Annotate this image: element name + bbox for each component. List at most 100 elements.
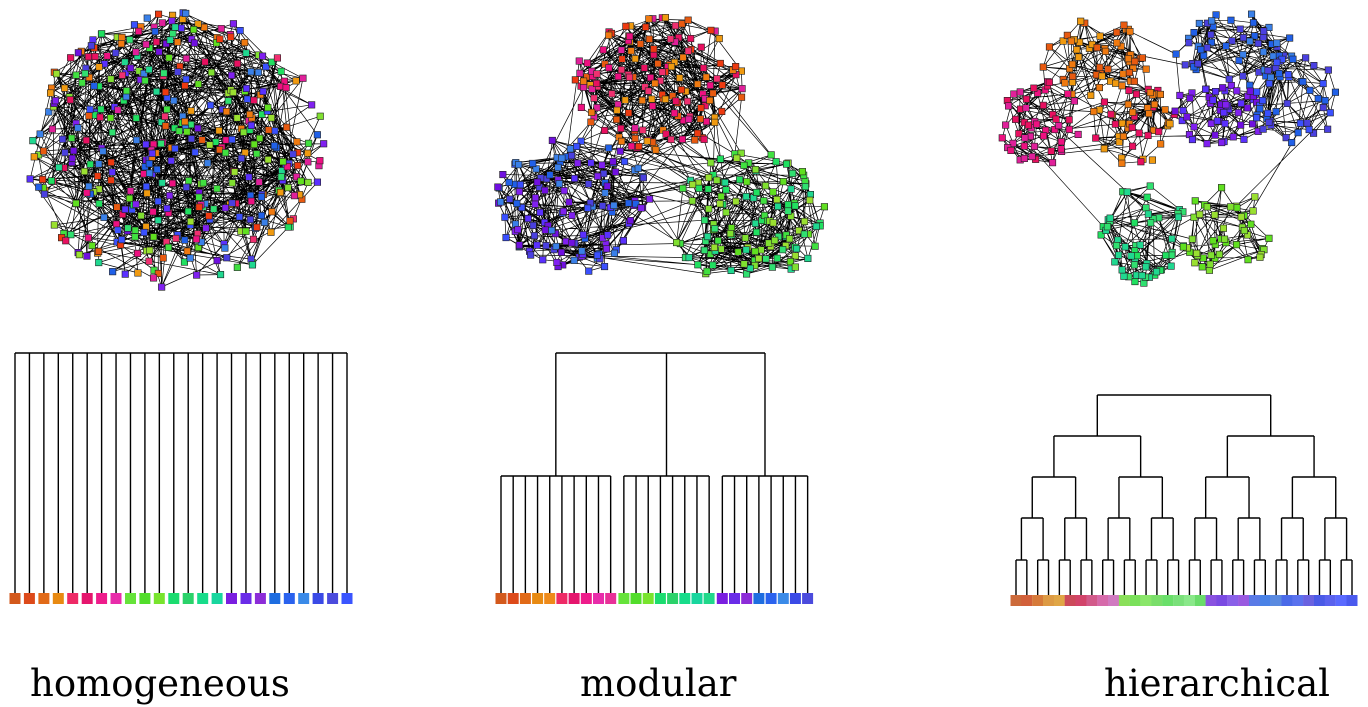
network-node (153, 88, 161, 96)
network-node (618, 55, 626, 63)
network-node (631, 134, 639, 142)
network-node (568, 239, 576, 247)
network-node (1273, 58, 1281, 66)
network-node (80, 167, 88, 175)
network-node (163, 204, 171, 212)
network-node (1120, 272, 1128, 280)
network-node (737, 149, 745, 157)
network-node (600, 170, 608, 178)
dendrogram-leaf (691, 593, 703, 604)
network-node (257, 193, 266, 201)
network-node (593, 70, 601, 78)
network-node (608, 90, 616, 98)
network-node (108, 128, 116, 136)
network-node (90, 82, 98, 90)
network-node (1240, 227, 1248, 235)
network-node (148, 149, 156, 157)
dendrogram-leaf (1118, 595, 1130, 606)
network-node (695, 184, 703, 192)
network-node (1020, 142, 1028, 150)
network-node (1195, 19, 1203, 28)
network-node (804, 254, 812, 262)
network-node (68, 134, 76, 142)
network-node (247, 197, 255, 205)
network-node (601, 126, 609, 134)
network-node (579, 83, 588, 91)
network-node (1259, 97, 1267, 105)
network-node (1194, 60, 1202, 68)
network-node (1176, 91, 1184, 99)
network-node (598, 161, 606, 169)
network-node (112, 49, 120, 57)
network-node (541, 186, 549, 194)
network-node (286, 217, 294, 225)
network-node (694, 261, 702, 269)
network-node (122, 93, 130, 101)
network-node (531, 194, 540, 202)
network-node (304, 178, 312, 186)
network-node (502, 234, 510, 242)
network-node (1129, 108, 1137, 116)
network-node (1121, 243, 1129, 251)
dendrogram-leaf (67, 593, 79, 604)
network-node (236, 26, 244, 35)
network-node (222, 136, 230, 144)
network-node (558, 154, 566, 162)
network-node (710, 243, 718, 251)
network-node (1153, 268, 1161, 276)
network-node (264, 156, 272, 164)
network-node (270, 142, 279, 150)
network-node (645, 35, 653, 43)
network-node (94, 172, 102, 180)
network-node (1288, 139, 1296, 147)
network-node (1096, 32, 1104, 40)
network-node (621, 96, 629, 104)
network-node (617, 46, 625, 54)
network-node (183, 247, 191, 255)
network-node (59, 135, 67, 143)
dendrogram-leaf (1303, 595, 1315, 606)
network-node (689, 181, 697, 189)
network-node (50, 221, 58, 229)
network-node (716, 200, 724, 208)
network-node (679, 184, 687, 192)
dendrogram-leaf (1140, 595, 1152, 606)
network-node (636, 40, 645, 48)
network-node (229, 20, 237, 28)
network-node (721, 179, 729, 187)
network-node (1275, 70, 1283, 78)
network-node (113, 203, 121, 211)
network-node (182, 9, 190, 17)
dendrogram-leaf (1064, 595, 1076, 606)
network-node (524, 215, 532, 223)
network-node (1305, 126, 1313, 134)
network-node (55, 163, 63, 171)
network-node (677, 86, 686, 94)
network-node (1221, 120, 1229, 128)
network-node (1111, 258, 1119, 266)
network-node (622, 22, 630, 30)
network-node (1205, 266, 1213, 274)
network-node (625, 73, 634, 81)
network-node (726, 230, 734, 238)
network-node (245, 173, 253, 181)
network-node (1249, 207, 1257, 215)
dendrogram-leaf (1108, 595, 1119, 606)
network-node (611, 168, 620, 176)
network-node (1212, 88, 1220, 96)
network-node (709, 261, 717, 269)
network-node (1209, 96, 1217, 104)
network-node (181, 118, 189, 126)
network-node (74, 49, 82, 57)
dendrogram-leaf (1259, 595, 1271, 606)
dendrogram-leaf (532, 593, 544, 604)
caption-homogeneous: homogeneous (30, 662, 290, 705)
network-node (603, 182, 611, 190)
network-node (1068, 60, 1076, 68)
network-node (1319, 104, 1327, 112)
network-node (627, 47, 635, 55)
network-node (760, 197, 768, 205)
network-node (706, 81, 714, 89)
network-node (679, 53, 687, 61)
network-node (1247, 220, 1255, 228)
